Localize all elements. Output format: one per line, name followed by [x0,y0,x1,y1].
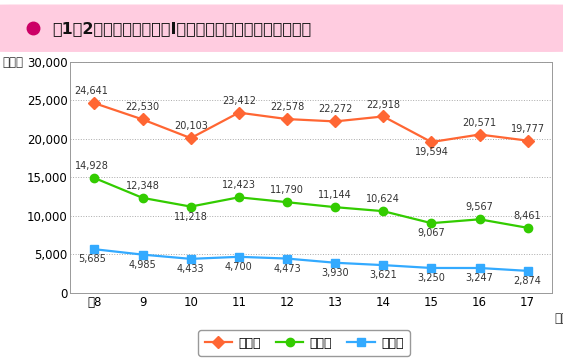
FancyBboxPatch shape [0,5,563,51]
理工系 [235,195,242,199]
Legend: 法文系, 理工系, 農学系: 法文系, 理工系, 農学系 [198,331,410,356]
Text: 9,067: 9,067 [418,229,445,238]
Text: 24,641: 24,641 [75,86,109,96]
農学系 [524,269,531,273]
Text: 22,530: 22,530 [126,103,160,112]
理工系 [476,217,483,221]
Text: 12,423: 12,423 [222,180,256,190]
理工系 [187,205,194,209]
Text: 2,874: 2,874 [513,276,542,286]
農学系 [332,261,338,265]
Text: 図1－2　国家公務員採用Ⅰ種試験の系統別申込者数の推移: 図1－2 国家公務員採用Ⅰ種試験の系統別申込者数の推移 [52,21,311,36]
農学系 [428,266,435,270]
Text: 5,685: 5,685 [78,254,106,265]
法文系 [235,110,242,115]
Text: 3,621: 3,621 [369,270,397,280]
Text: 19,594: 19,594 [414,147,448,157]
Text: （年度）: （年度） [555,312,563,325]
理工系 [380,209,387,213]
Text: 11,790: 11,790 [270,185,304,195]
Text: 19,777: 19,777 [511,124,545,134]
法文系 [332,119,338,124]
理工系 [524,226,531,230]
Text: 12,348: 12,348 [126,181,159,191]
農学系 [284,256,291,261]
Text: 20,571: 20,571 [462,118,497,128]
法文系 [187,136,194,140]
理工系 [139,196,146,200]
Text: 9,567: 9,567 [466,202,494,212]
Text: 3,930: 3,930 [321,268,349,278]
法文系 [428,140,435,144]
農学系 [139,252,146,257]
Line: 法文系: 法文系 [90,99,532,146]
Text: 8,461: 8,461 [514,211,542,221]
法文系 [476,132,483,137]
法文系 [524,138,531,143]
理工系 [284,200,291,204]
Text: 10,624: 10,624 [367,194,400,204]
農学系 [235,255,242,259]
法文系 [380,114,387,119]
理工系 [91,176,98,180]
農学系 [380,263,387,267]
Text: 4,433: 4,433 [177,264,204,274]
Text: 23,412: 23,412 [222,96,256,106]
Text: 22,272: 22,272 [318,104,352,114]
Text: 4,473: 4,473 [273,264,301,274]
Text: 4,985: 4,985 [129,260,157,270]
農学系 [476,266,483,270]
Text: 22,918: 22,918 [367,99,400,110]
Text: 11,144: 11,144 [318,190,352,200]
理工系 [332,205,338,209]
Line: 農学系: 農学系 [90,245,532,275]
Text: （人）: （人） [3,56,24,70]
法文系 [284,117,291,121]
Text: 22,578: 22,578 [270,102,304,112]
農学系 [91,247,98,252]
理工系 [428,221,435,225]
法文系 [91,101,98,105]
法文系 [139,117,146,122]
Text: 3,247: 3,247 [466,273,494,283]
Text: 11,218: 11,218 [174,212,208,222]
Line: 理工系: 理工系 [90,174,532,232]
Text: 4,700: 4,700 [225,262,253,272]
Text: 20,103: 20,103 [174,121,208,131]
Text: 3,250: 3,250 [417,273,445,283]
農学系 [187,257,194,261]
Text: 14,928: 14,928 [75,161,109,171]
